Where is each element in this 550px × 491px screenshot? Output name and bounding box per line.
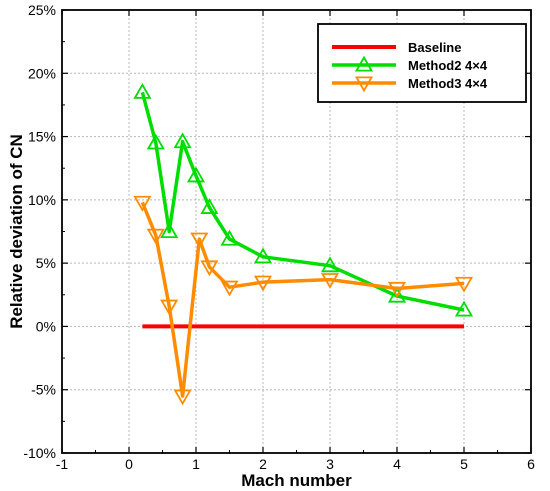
series-method3-4-4 bbox=[133, 195, 474, 406]
y-tick-label: 5% bbox=[36, 255, 56, 271]
y-tick-label: 25% bbox=[28, 2, 56, 18]
series-method2-4-4 bbox=[133, 82, 474, 317]
series-line bbox=[140, 91, 465, 312]
legend-label: Method2 4×4 bbox=[408, 58, 488, 73]
series-line bbox=[140, 201, 465, 398]
x-tick-label: 2 bbox=[259, 456, 267, 472]
data-point bbox=[220, 280, 239, 297]
data-point bbox=[320, 256, 340, 273]
data-point bbox=[186, 166, 206, 183]
data-point bbox=[454, 276, 474, 293]
legend-swatch-marker bbox=[354, 76, 374, 93]
x-tick-label: 3 bbox=[326, 456, 334, 472]
legend-label: Baseline bbox=[408, 40, 461, 55]
data-point bbox=[320, 273, 340, 289]
data-point bbox=[387, 286, 407, 303]
ticks: -1 0 1 2 3 4 5 6 -10% -5% 0% 5% 10% 15% 20% 25% bbox=[23, 2, 535, 472]
data-point bbox=[253, 275, 273, 292]
legend-box bbox=[317, 23, 527, 103]
x-tick-label: 5 bbox=[460, 456, 468, 472]
legend-swatch-marker bbox=[354, 55, 374, 72]
y-tick-label: 10% bbox=[28, 192, 56, 208]
x-tick-label: 4 bbox=[393, 456, 401, 472]
y-tick-label: 0% bbox=[36, 318, 56, 334]
series-layer bbox=[133, 82, 474, 406]
x-axis-title: Mach number bbox=[241, 471, 352, 490]
x-tick-label: 0 bbox=[125, 456, 133, 472]
data-point bbox=[220, 229, 239, 246]
data-point bbox=[133, 82, 152, 99]
data-point bbox=[160, 222, 179, 239]
data-point bbox=[190, 232, 209, 249]
x-tick-label: 6 bbox=[527, 456, 535, 472]
data-point bbox=[160, 299, 179, 316]
y-tick-label: 20% bbox=[28, 65, 56, 81]
data-point bbox=[173, 389, 192, 406]
data-point bbox=[173, 132, 192, 149]
y-axis-title: Relative deviation of CN bbox=[7, 134, 26, 329]
data-point bbox=[454, 300, 474, 317]
data-point bbox=[200, 198, 219, 214]
y-tick-label: 15% bbox=[28, 129, 56, 145]
y-tick-label: -10% bbox=[23, 445, 56, 461]
data-point bbox=[200, 260, 219, 277]
legend-label: Method3 4×4 bbox=[408, 76, 488, 91]
x-tick-label: 1 bbox=[192, 456, 200, 472]
y-tick-label: -5% bbox=[31, 382, 56, 398]
data-point bbox=[253, 247, 273, 264]
legend: Baseline Method2 4×4 Method3 4×4 bbox=[317, 23, 527, 103]
data-point bbox=[133, 195, 152, 212]
data-point bbox=[146, 228, 165, 245]
x-tick-label: -1 bbox=[56, 456, 69, 472]
data-point bbox=[146, 133, 165, 150]
data-point bbox=[387, 281, 407, 298]
